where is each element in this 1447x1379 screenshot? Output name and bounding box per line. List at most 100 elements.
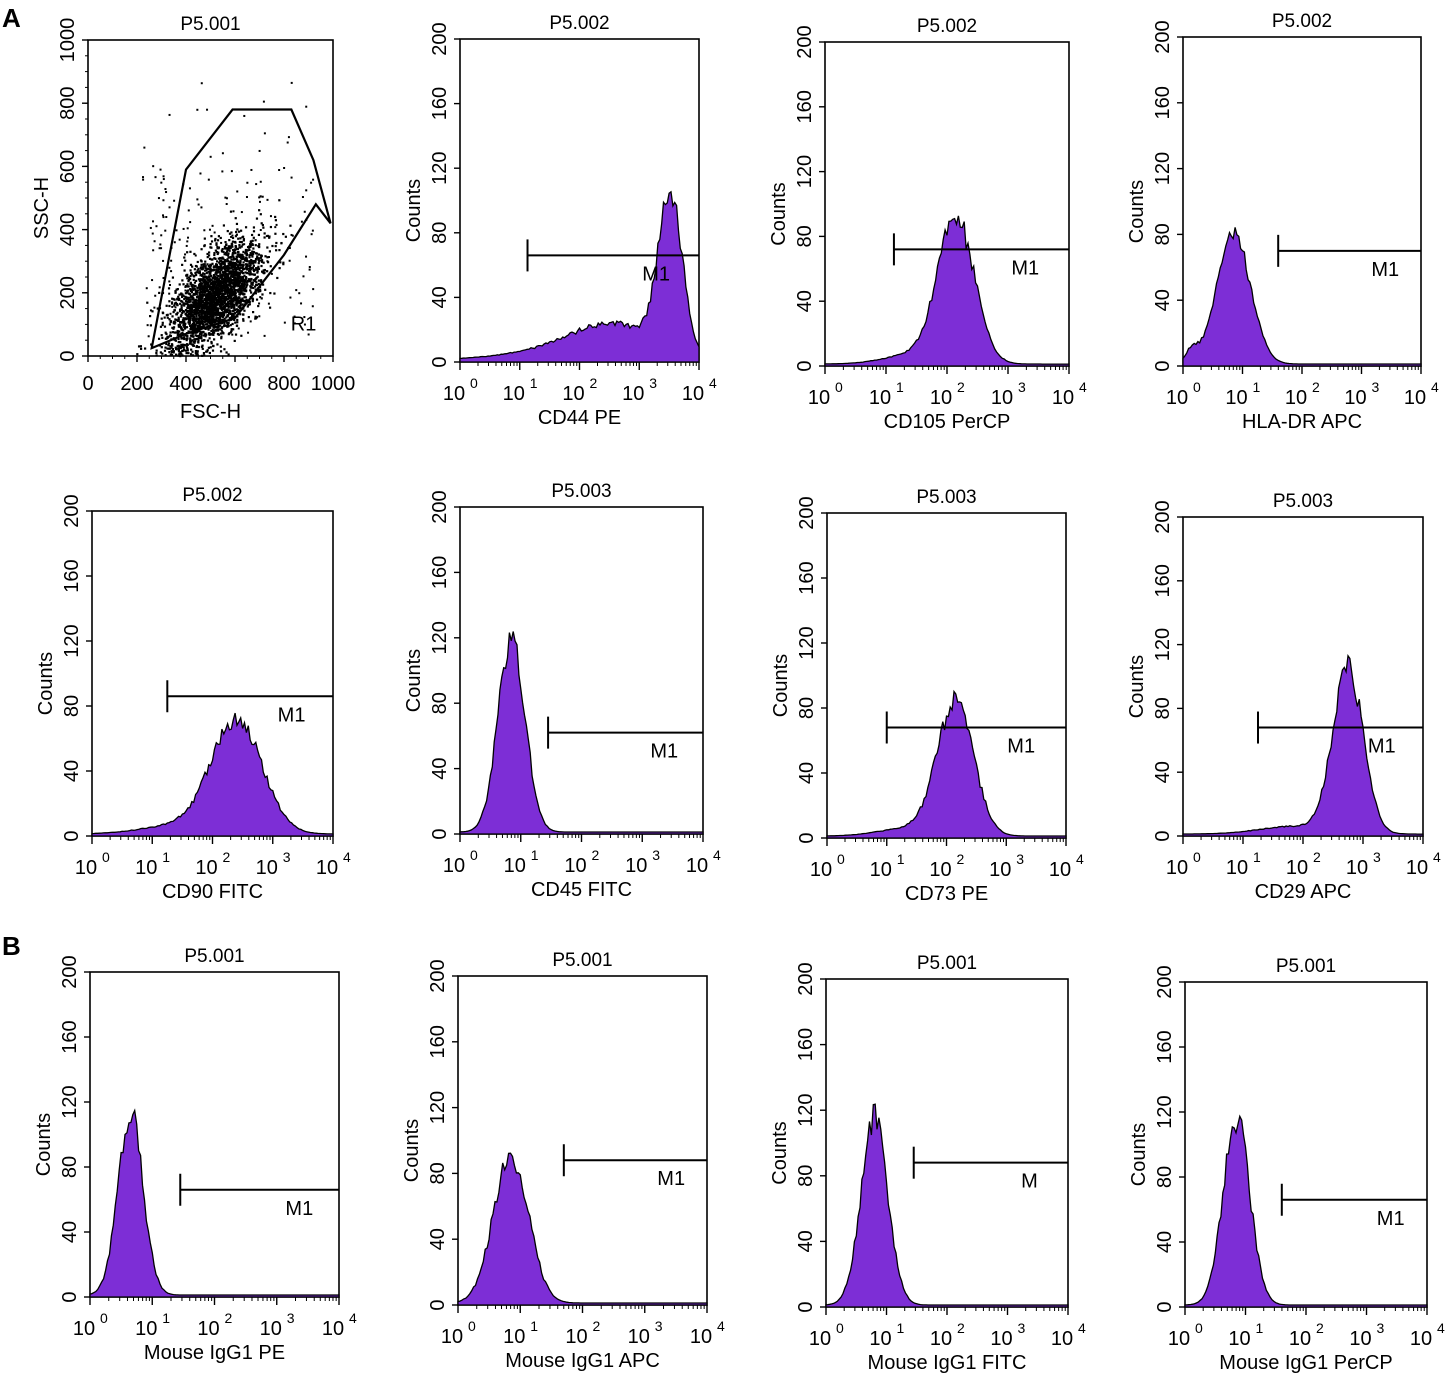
event-dot [235,302,238,305]
x-tick-base: 10 [809,1328,831,1350]
event-dot [162,199,165,202]
event-dot [208,294,211,297]
event-dot [150,343,153,346]
event-dot [200,248,203,251]
event-dot [183,320,186,323]
event-dot [223,298,226,301]
event-dot [184,292,187,295]
x-tick-exponent: 0 [100,1310,108,1326]
event-dot [263,132,266,135]
x-tick-exponent: 2 [957,851,965,867]
event-dot [231,234,234,237]
event-dot [177,349,181,353]
y-tick-label: 80 [1152,697,1174,719]
x-tick-base: 10 [1289,1328,1311,1350]
event-dot [251,298,255,301]
x-tick-base: 10 [1344,387,1366,409]
x-tick-exponent: 0 [835,379,843,395]
event-dot [228,267,231,270]
event-dot [162,259,165,262]
x-tick-base: 10 [929,859,951,881]
event-dot [176,331,179,335]
event-dot [225,250,229,253]
event-dot [201,339,204,342]
x-tick-exponent: 4 [709,375,717,391]
event-dot [139,345,143,348]
event-dot [170,259,173,262]
event-dot [233,318,236,322]
event-dot [249,252,252,255]
event-dot [197,278,201,281]
x-tick-label: 10 2 [195,849,230,879]
event-dot [215,273,218,276]
event-dot [158,247,161,250]
event-dot [186,283,189,286]
x-tick-exponent: 4 [713,847,721,863]
event-dot [218,315,222,318]
event-dot [189,298,192,301]
event-dot [174,306,177,309]
y-axis-label: Counts [1126,180,1148,243]
event-dot [225,203,228,206]
event-dot [218,328,221,331]
event-dot [216,252,219,256]
event-dot [176,319,180,322]
x-tick-exponent: 3 [1377,1320,1385,1336]
event-dot [198,270,201,273]
event-dot [233,278,236,281]
event-dot [181,295,184,299]
event-dot [257,304,260,308]
event-dot [303,210,306,213]
event-dot [169,284,172,287]
event-dot [187,209,190,212]
event-dot [198,326,201,329]
event-dot [255,183,258,186]
event-dot [197,297,201,300]
event-dot [290,233,293,236]
x-tick-label: 10 4 [1052,379,1087,409]
event-dot [181,311,184,315]
event-dot [241,275,245,279]
event-dot [159,243,162,246]
event-dot [179,315,182,318]
x-tick-base: 10 [1346,857,1368,879]
event-dot [239,279,243,283]
event-dot [235,311,238,314]
event-dot [178,238,181,241]
event-dot [226,249,229,252]
x-axis-label: CD45 FITC [531,879,632,901]
event-dot [194,324,197,327]
event-dot [225,253,228,256]
event-dot [170,353,174,357]
event-dot [216,239,220,242]
event-dot [251,250,254,253]
event-dot [240,334,243,337]
event-dot [237,296,240,299]
event-dot [180,304,183,307]
event-dot [146,301,149,304]
x-axis-label: CD90 FITC [162,881,263,903]
event-dot [169,345,172,348]
event-dot [224,259,227,262]
event-dot [182,303,185,306]
event-dot [179,341,182,344]
event-dot [244,248,247,252]
event-dot [211,349,215,352]
event-dot [227,252,230,255]
y-tick-label: 0 [57,350,79,361]
x-tick-label: 10 3 [1346,849,1381,879]
histogram-area [1184,1114,1428,1308]
x-tick-label: 10 0 [73,1310,108,1340]
event-dot [208,284,211,287]
event-dot [238,272,241,276]
event-dot [203,244,206,247]
event-dot [255,252,259,255]
x-tick-base: 10 [256,857,278,879]
event-dot [250,281,253,284]
event-dot [239,290,243,293]
event-dot [209,155,212,158]
event-dot [239,288,242,291]
event-dot [186,309,189,313]
event-dot [206,297,209,300]
